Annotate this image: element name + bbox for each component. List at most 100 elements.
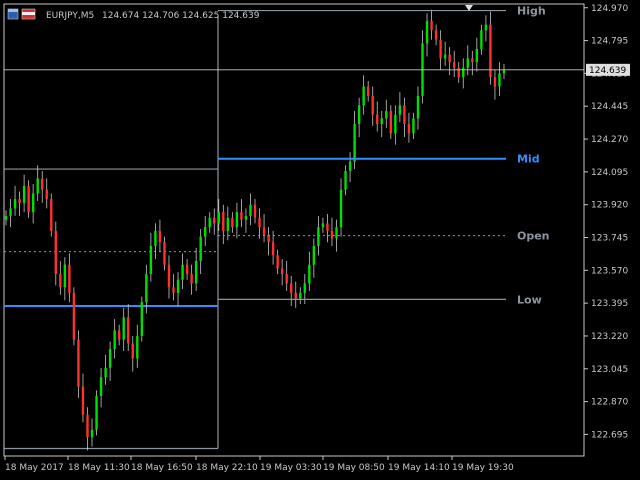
candle-body [63, 264, 67, 288]
candle-body [430, 20, 433, 31]
candle-body [439, 39, 442, 59]
candle-body [339, 189, 343, 228]
candle-body [145, 274, 148, 303]
candle-body [416, 95, 420, 119]
candle-body [258, 217, 261, 228]
candle-body [249, 204, 252, 216]
y-tick-label: 124.445 [591, 102, 628, 112]
x-tick-label: 19 May 08:50 [323, 463, 385, 473]
candle-body [403, 105, 406, 125]
candle-body [308, 264, 311, 284]
candle-body [357, 105, 361, 125]
candle-body [262, 227, 266, 235]
candle-body [493, 77, 497, 87]
candle-body [244, 215, 248, 220]
candle-body [448, 54, 451, 63]
candle-body [185, 264, 189, 275]
y-tick-label: 123.395 [591, 299, 628, 309]
candle-body [172, 287, 175, 293]
mid-level-label: Mid [517, 153, 540, 166]
candle-body [22, 185, 26, 203]
candle-body [149, 245, 153, 275]
y-tick-label: 123.920 [591, 201, 628, 211]
candle-body [9, 208, 12, 216]
candle-body [348, 161, 352, 171]
candle-body [181, 264, 184, 280]
candle-body [344, 170, 347, 190]
candle-body [59, 274, 62, 288]
y-tick-label: 124.970 [591, 4, 628, 14]
candle-body [204, 227, 207, 237]
candle-body [217, 212, 220, 224]
low-level-label: Low [517, 293, 542, 306]
candle-body [290, 283, 293, 293]
x-tick-label: 19 May 03:30 [260, 463, 322, 473]
candle-body [41, 178, 44, 190]
candle-body [226, 217, 230, 231]
candle-body [330, 230, 334, 239]
candle-body [335, 227, 338, 239]
candle-body [276, 255, 279, 269]
candle-body [140, 302, 144, 336]
candle-body [231, 217, 234, 228]
x-tick-label: 19 May 14:10 [388, 463, 450, 473]
candle-body [443, 54, 447, 59]
candle-body [122, 317, 125, 340]
high-level-label: High [517, 5, 546, 18]
candle-body [50, 199, 53, 231]
candle-body [95, 395, 98, 430]
candle-body [86, 414, 89, 438]
candle-body [280, 268, 284, 275]
candle-body [54, 230, 57, 275]
candle-body [127, 317, 130, 344]
candle-body [13, 199, 17, 209]
chart-shift-marker[interactable] [465, 5, 473, 11]
open-level-label: Open [517, 230, 550, 243]
candle-body [68, 264, 71, 293]
candle-body [167, 264, 171, 288]
candle-body [489, 24, 492, 78]
x-tick-label: 18 May 16:50 [131, 463, 193, 473]
candle-body [99, 377, 103, 396]
candle-body [299, 292, 302, 299]
candle-body [136, 335, 139, 359]
candle-body [158, 230, 162, 243]
candle-body [385, 110, 388, 119]
candle-body [398, 105, 402, 115]
current-price-label: 124.639 [589, 66, 626, 76]
candle-body [366, 86, 370, 96]
candle-body [371, 95, 374, 115]
candle-body [81, 386, 85, 415]
candle-body [389, 110, 393, 134]
candle-body [326, 223, 329, 231]
candle-body [27, 185, 30, 213]
candle-body [4, 215, 8, 220]
candle-body [271, 242, 275, 256]
symbol-label: EURJPY,M5 [46, 11, 94, 21]
candle-body [453, 62, 456, 68]
candle-body [425, 20, 429, 44]
y-tick-label: 122.695 [591, 430, 628, 440]
y-tick-label: 123.745 [591, 234, 628, 244]
x-tick-label: 18 May 22:10 [196, 463, 258, 473]
y-tick-label: 123.220 [591, 332, 628, 342]
candle-body [353, 124, 356, 162]
candle-body [208, 217, 211, 228]
candle-body [498, 73, 501, 87]
candle-body [457, 67, 460, 78]
candle-body [466, 58, 469, 68]
y-tick-label: 124.095 [591, 168, 628, 178]
candle-body [321, 223, 325, 228]
candle-body [480, 30, 483, 50]
flag-icon-stripe [22, 12, 35, 15]
candle-body [72, 292, 76, 340]
candle-body [77, 339, 80, 387]
candle-body [285, 274, 288, 284]
candle-body [176, 279, 180, 293]
candle-body [154, 230, 157, 246]
candle-body [18, 199, 21, 203]
candle-body [199, 236, 202, 261]
candle-body [190, 274, 193, 284]
